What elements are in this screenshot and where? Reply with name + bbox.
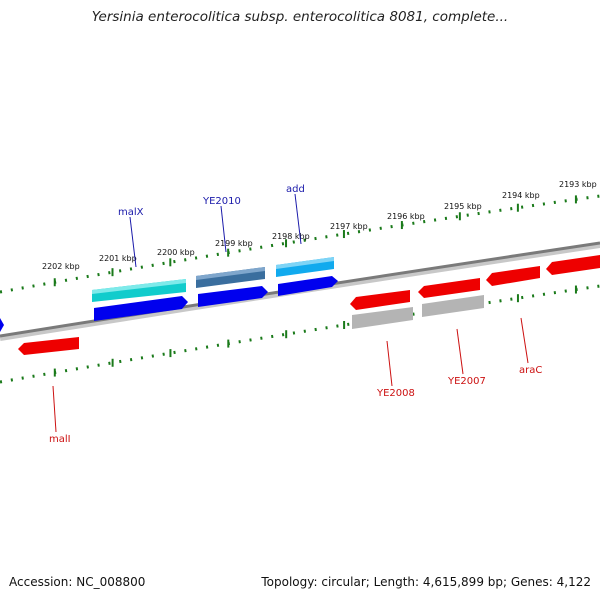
tick-label: 2196 kbp xyxy=(387,212,425,221)
gene-label-malI[interactable]: malI xyxy=(49,434,71,445)
tick-label: 2198 kbp xyxy=(272,232,310,241)
genome-stats-text: Topology: circular; Length: 4,615,899 bp… xyxy=(261,575,591,589)
gene-label-YE2007[interactable]: YE2007 xyxy=(447,376,486,387)
tick-labels: 2202 kbp 2201 kbp 2200 kbp 2199 kbp 2198… xyxy=(42,180,597,271)
map-title: Yersinia enterocolitica subsp. enterocol… xyxy=(91,9,509,25)
gene-label-malX[interactable]: malX xyxy=(118,207,144,218)
gene-arrow[interactable] xyxy=(18,337,79,355)
gene-label-add[interactable]: add xyxy=(286,184,305,195)
gene-arrow[interactable] xyxy=(418,278,480,298)
gene-arrow[interactable] xyxy=(486,266,540,286)
gene-arrow[interactable] xyxy=(422,295,484,317)
tick-label: 2201 kbp xyxy=(99,254,137,263)
gene-arrow[interactable] xyxy=(278,276,338,296)
gene-arrow-highlight xyxy=(196,267,265,280)
gene-arrow-highlight xyxy=(276,257,334,269)
gene-arrow[interactable] xyxy=(350,290,410,310)
gene-labels: malX YE2010 add malI YE2008 YE2007 araC xyxy=(49,184,542,445)
tick-label: 2197 kbp xyxy=(330,222,368,231)
forward-genes xyxy=(0,257,338,332)
gene-label-YE2010[interactable]: YE2010 xyxy=(202,196,241,207)
gene-arrow[interactable] xyxy=(546,255,600,275)
tick-label: 2195 kbp xyxy=(444,202,482,211)
gene-arrow[interactable] xyxy=(198,286,268,307)
tick-label: 2194 kbp xyxy=(502,191,540,200)
gene-label-araC[interactable]: araC xyxy=(519,365,542,376)
tick-label: 2200 kbp xyxy=(157,248,195,257)
gene-arrow[interactable] xyxy=(94,296,188,321)
leader-lines xyxy=(52,193,529,433)
inner-scale-ring xyxy=(0,284,600,384)
tick-label: 2202 kbp xyxy=(42,262,80,271)
gene-arrow[interactable] xyxy=(0,318,4,332)
major-ticks xyxy=(53,195,577,377)
accession-text: Accession: NC_008800 xyxy=(9,575,146,589)
gene-arrow-highlight xyxy=(92,279,186,294)
gene-arrow[interactable] xyxy=(352,307,413,329)
tick-label: 2193 kbp xyxy=(559,180,597,189)
gene-label-YE2008[interactable]: YE2008 xyxy=(376,388,415,399)
tick-label: 2199 kbp xyxy=(215,239,253,248)
reverse-genes xyxy=(18,255,600,355)
